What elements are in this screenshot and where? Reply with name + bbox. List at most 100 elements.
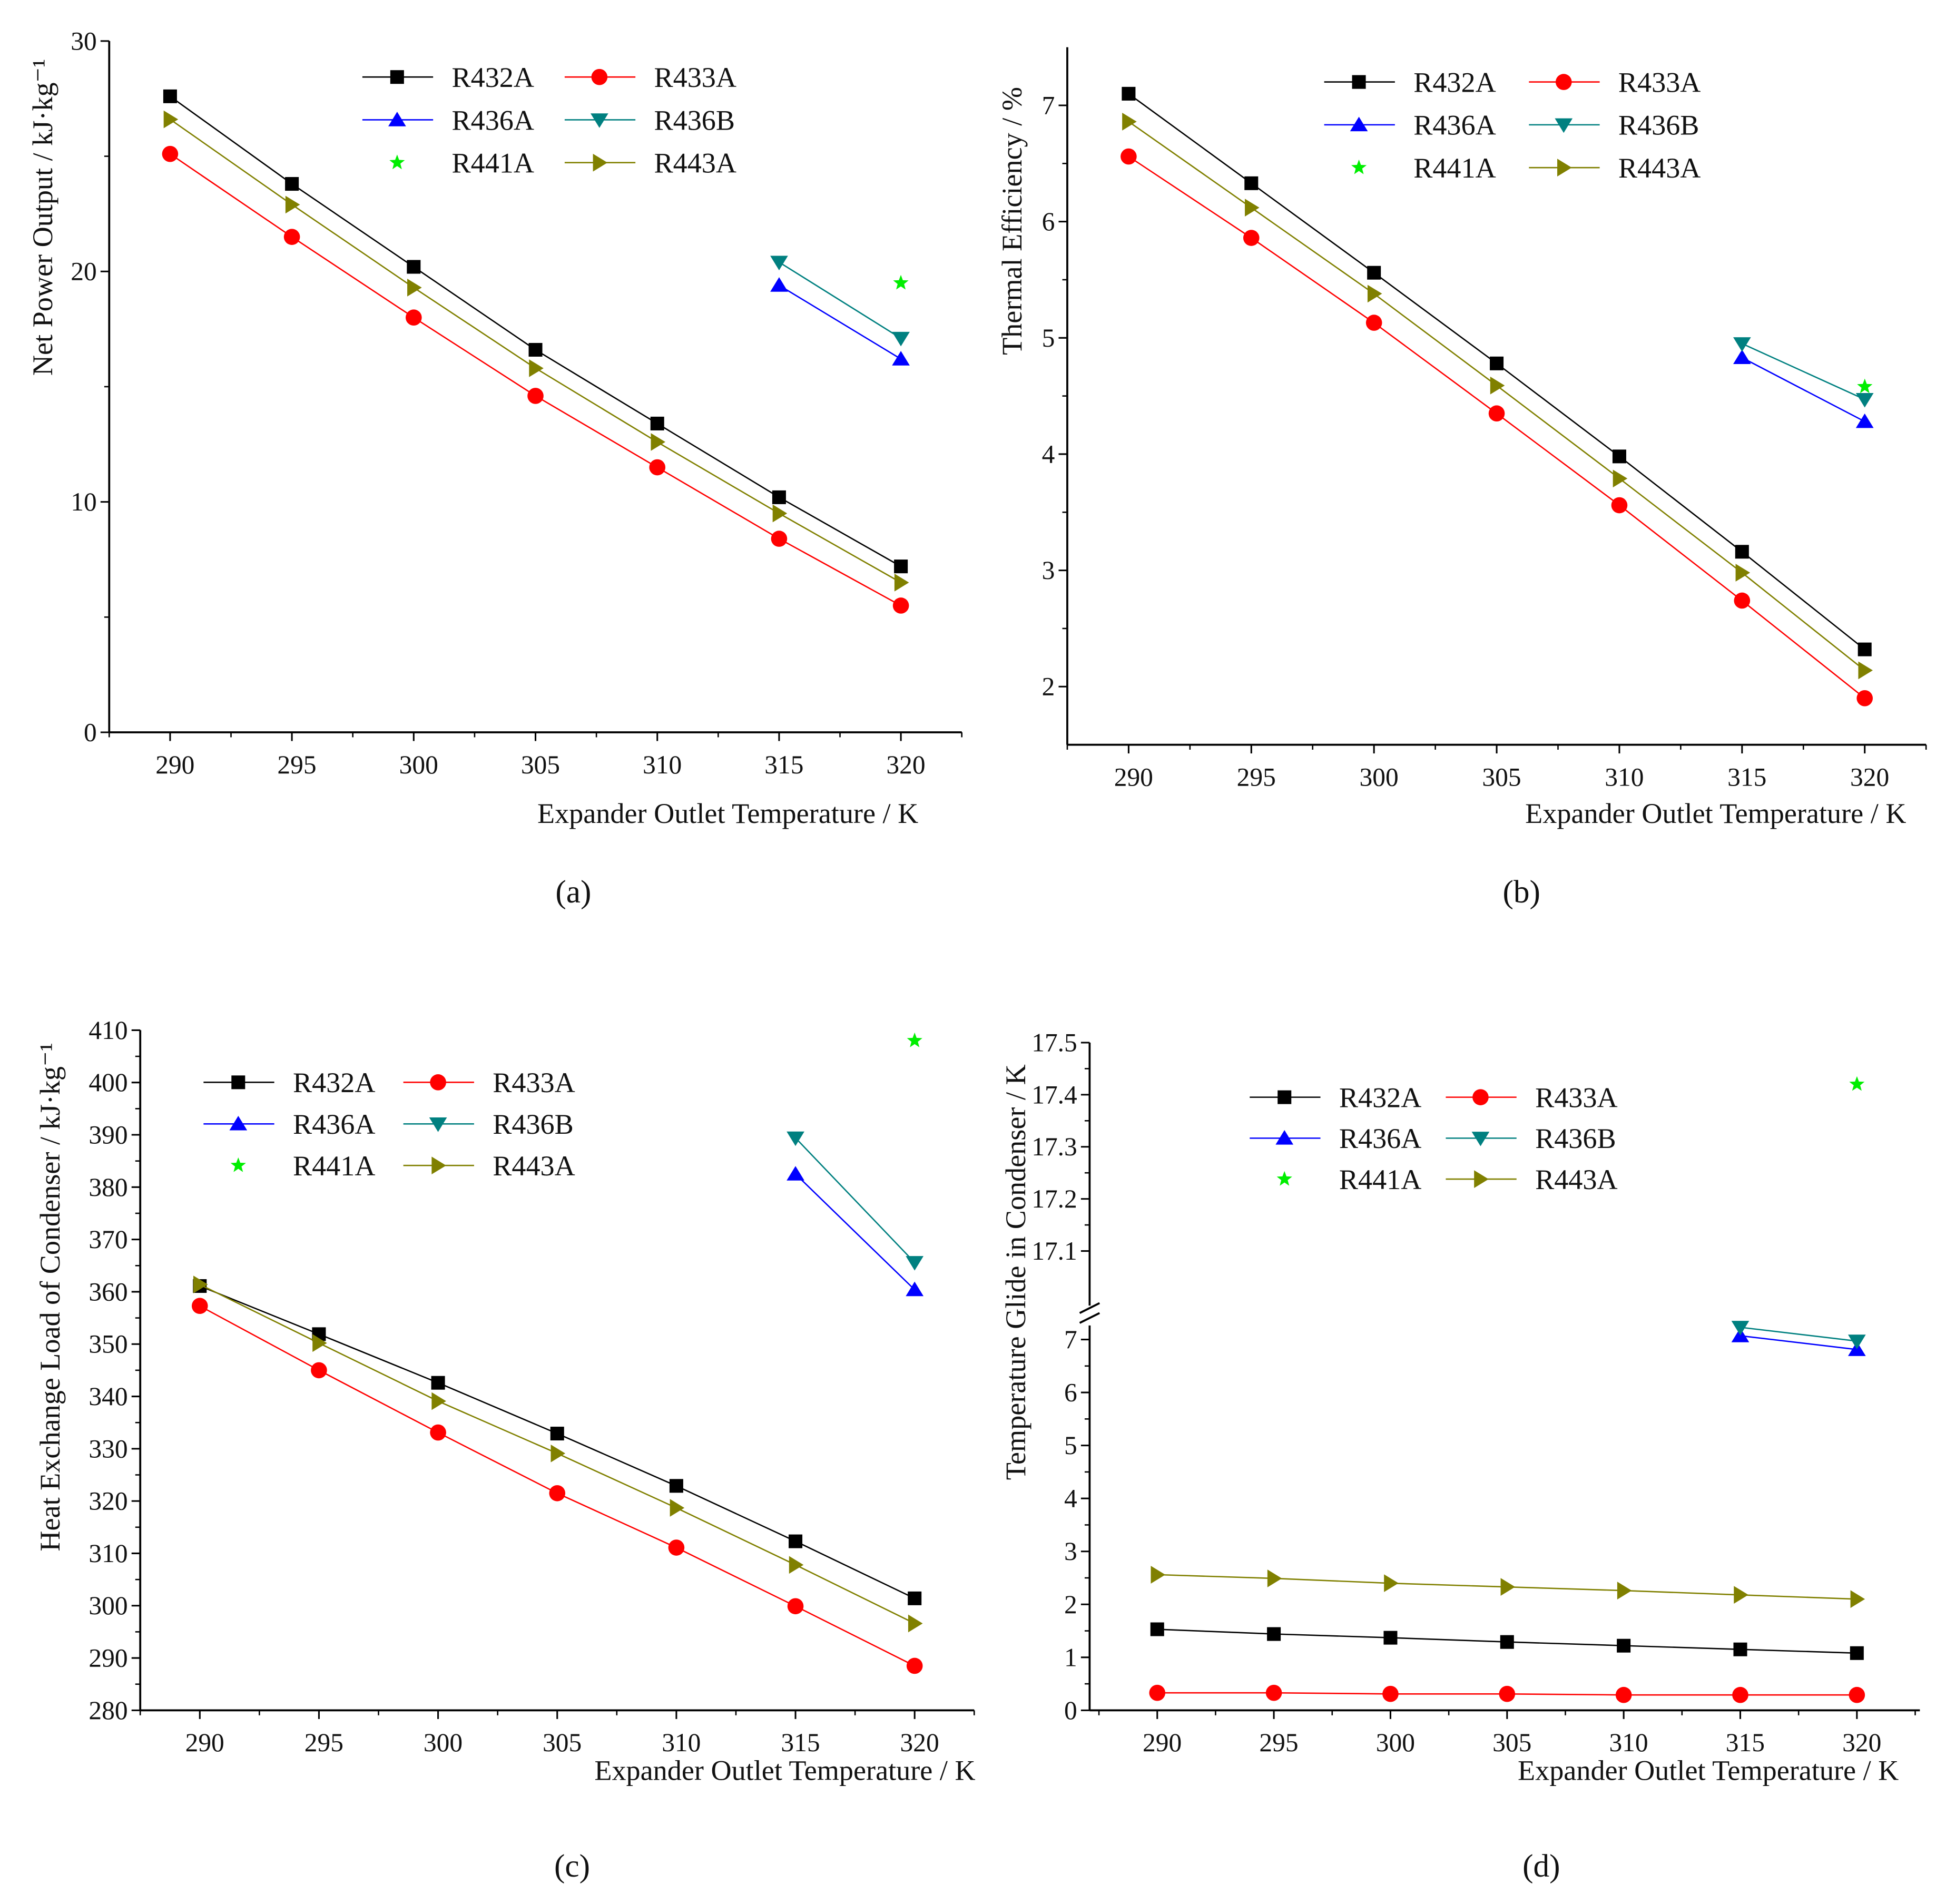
series-line	[795, 1173, 916, 1290]
y-tick-label: 350	[89, 1330, 127, 1359]
data-point	[1735, 545, 1749, 559]
series-r436b	[770, 256, 910, 347]
legend-marker	[388, 112, 406, 126]
x-tick-label: 315	[781, 1728, 820, 1757]
data-point	[1734, 1586, 1748, 1604]
legend-marker	[1474, 1170, 1489, 1188]
series-line	[1128, 93, 1865, 650]
data-point	[893, 274, 909, 290]
series-r436b	[787, 1131, 924, 1271]
x-tick-label: 305	[1492, 1728, 1531, 1757]
legend-label: R436A	[293, 1108, 376, 1140]
legend-label: R443A	[654, 148, 736, 179]
data-point	[407, 279, 422, 297]
series-r441a	[893, 274, 909, 290]
data-point	[770, 277, 788, 292]
data-point	[285, 195, 300, 214]
legend-label: R436B	[493, 1108, 574, 1140]
data-point	[892, 351, 910, 366]
data-point	[193, 1275, 208, 1293]
x-tick-label: 290	[1143, 1728, 1182, 1757]
legend-entry-r443a: R443A	[403, 1150, 575, 1182]
x-tick-label: 290	[1114, 762, 1153, 791]
data-point	[787, 1131, 804, 1146]
series-r436b	[1731, 1321, 1866, 1349]
data-point	[163, 110, 179, 129]
legend-entry-r436a: R436A	[1324, 110, 1496, 141]
legend-entry-r443a: R443A	[564, 148, 736, 179]
data-point	[1243, 230, 1260, 246]
data-point	[787, 1598, 804, 1615]
data-point	[1856, 690, 1873, 706]
data-point	[1733, 1642, 1747, 1656]
legend-marker	[390, 70, 404, 84]
x-tick-label: 290	[155, 750, 194, 779]
series-r436a	[787, 1166, 924, 1297]
data-point	[789, 1556, 804, 1574]
legend-marker	[230, 1157, 246, 1172]
data-point	[1490, 376, 1505, 395]
chart-panel-b: 290 295 300 305 310 315 320 2 3 4 5 6 7 Expander Outl…	[996, 47, 1927, 910]
legend-entry-r441a: R441A	[1351, 152, 1496, 184]
legend-label: R433A	[654, 62, 736, 93]
series-r443a	[1122, 113, 1873, 680]
y-tick-label: 5	[1042, 323, 1055, 352]
legend-marker	[593, 153, 608, 172]
legend-label: R441A	[1413, 152, 1496, 184]
data-point	[1367, 284, 1382, 303]
y-tick-label: 6	[1042, 207, 1055, 236]
y-axis-label: Temperature Glide in Condenser / K	[1000, 1064, 1031, 1480]
x-tick-label: 305	[521, 750, 560, 779]
x-axis-label: Expander Outlet Temperature / K	[594, 1754, 975, 1786]
series-line	[1128, 121, 1865, 671]
data-point	[908, 1614, 923, 1633]
data-point	[1500, 1635, 1514, 1649]
data-point	[1265, 1684, 1282, 1701]
y-tick-label: 0	[1064, 1696, 1077, 1725]
data-point	[1383, 1631, 1398, 1645]
data-point	[311, 1362, 327, 1379]
x-tick-label: 320	[886, 750, 925, 779]
x-axis-label: Expander Outlet Temperature / K	[1525, 798, 1906, 829]
legend-marker	[229, 1115, 248, 1131]
legend-marker	[1275, 1130, 1294, 1145]
data-point	[771, 531, 788, 547]
series-line	[1742, 343, 1865, 400]
data-point	[1365, 315, 1382, 331]
legend-marker	[1352, 75, 1366, 89]
panel-label: (b)	[1502, 874, 1540, 910]
x-tick-label: 310	[662, 1728, 701, 1757]
legend-entry-r432a: R432A	[203, 1067, 375, 1098]
y-tick-label: 390	[89, 1121, 127, 1150]
series-r432a	[1122, 86, 1872, 656]
panel-label: (a)	[555, 874, 591, 910]
legend-label: R436B	[654, 104, 735, 136]
data-point	[1122, 113, 1137, 131]
data-point	[668, 1539, 685, 1556]
data-point	[770, 256, 788, 271]
y-tick-label: 3	[1064, 1537, 1077, 1566]
x-tick-label: 295	[1237, 762, 1276, 791]
data-point	[1617, 1582, 1632, 1599]
legend-entry-r436b: R436B	[1446, 1123, 1616, 1154]
data-point	[528, 342, 543, 357]
legend-label: R432A	[452, 62, 535, 93]
series-r441a	[1857, 378, 1873, 394]
data-point	[892, 597, 909, 614]
legend-label: R436A	[452, 104, 535, 136]
y-tick-label: 320	[89, 1487, 127, 1516]
legend-label: R432A	[1413, 66, 1496, 98]
data-point	[1731, 1321, 1750, 1336]
data-point	[191, 1298, 208, 1314]
x-tick-label: 290	[185, 1728, 224, 1757]
series-r433a	[1121, 148, 1873, 706]
x-axis-label: Expander Outlet Temperature / K	[537, 798, 918, 829]
data-point	[669, 1479, 683, 1493]
x-tick-label: 305	[1482, 762, 1521, 791]
x-tick-label: 320	[1842, 1728, 1881, 1757]
legend-marker	[231, 1075, 245, 1090]
data-point	[430, 1424, 446, 1441]
legend-marker	[1471, 1132, 1490, 1146]
series-line	[170, 95, 901, 567]
